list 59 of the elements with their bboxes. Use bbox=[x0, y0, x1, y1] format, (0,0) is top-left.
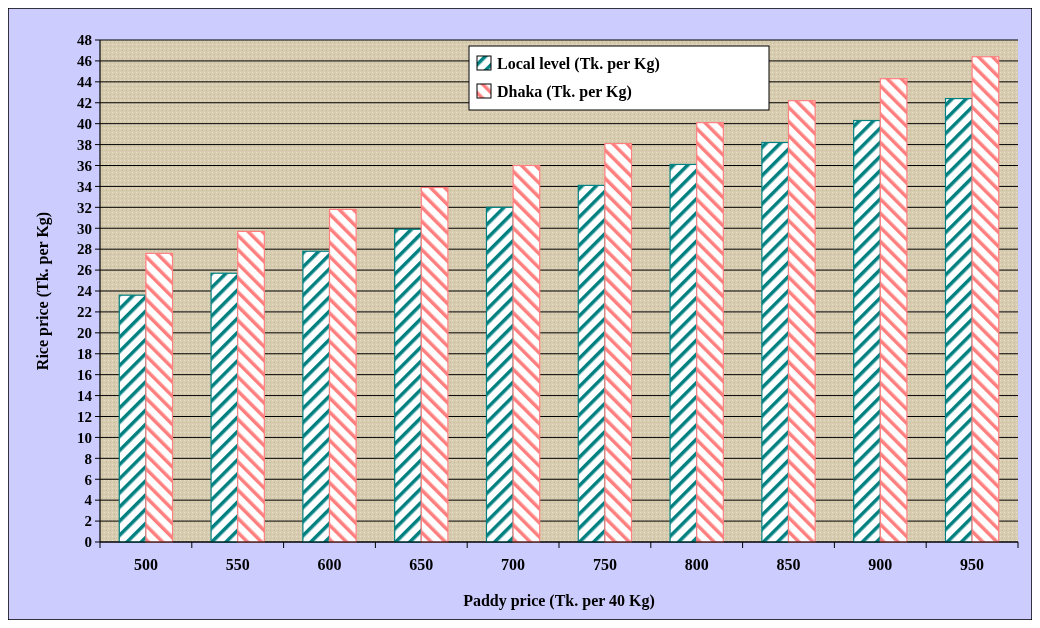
bar bbox=[577, 184, 606, 543]
bar bbox=[761, 141, 790, 543]
x-tick-label: 950 bbox=[960, 556, 985, 573]
y-tick-label: 46 bbox=[77, 53, 93, 70]
y-tick-label: 44 bbox=[77, 74, 93, 91]
x-tick-label: 750 bbox=[592, 556, 617, 573]
bar bbox=[420, 186, 449, 543]
y-tick-label: 30 bbox=[77, 220, 92, 237]
bar bbox=[302, 250, 331, 543]
y-tick-label: 16 bbox=[77, 366, 93, 383]
bar bbox=[944, 97, 973, 543]
bar bbox=[394, 228, 422, 543]
y-tick-label: 24 bbox=[77, 283, 93, 300]
x-tick-label: 650 bbox=[409, 556, 434, 573]
bar bbox=[328, 208, 357, 543]
y-tick-label: 48 bbox=[77, 32, 92, 49]
y-tick-label: 14 bbox=[77, 387, 93, 404]
y-tick-label: 0 bbox=[84, 534, 92, 551]
bar bbox=[787, 100, 816, 543]
bar bbox=[971, 56, 1000, 543]
x-tick-label: 600 bbox=[317, 556, 342, 573]
legend-label: Dhaka (Tk. per Kg) bbox=[497, 82, 632, 101]
x-tick-label: 700 bbox=[501, 556, 526, 573]
bar bbox=[512, 164, 541, 543]
y-tick-label: 22 bbox=[77, 304, 92, 321]
bar bbox=[210, 272, 239, 543]
bar bbox=[879, 78, 908, 543]
bar bbox=[853, 119, 881, 543]
y-axis-title: Rice price (Tk. per Kg) bbox=[34, 211, 52, 371]
bar bbox=[604, 142, 633, 543]
y-tick-label: 34 bbox=[77, 178, 93, 195]
bar bbox=[145, 252, 174, 543]
y-tick-label: 38 bbox=[77, 136, 92, 153]
x-tick-label: 850 bbox=[776, 556, 801, 573]
y-tick-label: 18 bbox=[77, 346, 92, 362]
y-tick-label: 6 bbox=[84, 471, 93, 488]
legend-label: Local level (Tk. per Kg) bbox=[497, 54, 660, 73]
y-tick-label: 28 bbox=[77, 241, 92, 258]
bar bbox=[669, 163, 698, 543]
x-axis-title: Paddy price (Tk. per 40 Kg) bbox=[463, 592, 655, 610]
bar bbox=[118, 294, 147, 543]
y-tick-label: 36 bbox=[77, 157, 93, 174]
x-tick-label: 500 bbox=[133, 556, 158, 573]
y-tick-label: 10 bbox=[77, 429, 92, 446]
y-tick-label: 32 bbox=[77, 199, 92, 216]
bar bbox=[485, 206, 514, 543]
x-tick-label: 900 bbox=[868, 556, 893, 573]
y-tick-label: 42 bbox=[77, 95, 92, 111]
y-tick-label: 26 bbox=[77, 262, 93, 279]
y-tick-label: 12 bbox=[77, 408, 92, 425]
y-tick-label: 40 bbox=[77, 115, 92, 132]
bar bbox=[696, 122, 724, 543]
x-tick-label: 550 bbox=[225, 556, 250, 573]
y-tick-label: 8 bbox=[84, 450, 92, 467]
bar bbox=[237, 230, 265, 543]
y-tick-label: 4 bbox=[84, 492, 93, 509]
y-tick-label: 2 bbox=[84, 513, 92, 530]
y-tick-label: 20 bbox=[77, 325, 92, 342]
x-tick-label: 800 bbox=[684, 556, 709, 573]
